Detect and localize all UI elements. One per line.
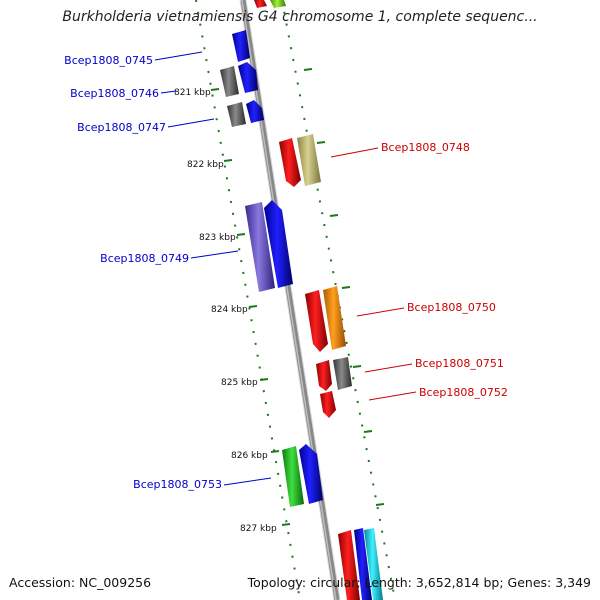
gene-arrow-0753a[interactable]: [282, 446, 304, 507]
kbp-label-823: 823 kbp: [199, 233, 236, 243]
gene-arrow-0753b[interactable]: [299, 444, 323, 504]
gene-arrow-0747a[interactable]: [227, 102, 246, 127]
gene-label-0745[interactable]: Bcep1808_0745: [64, 54, 153, 67]
kbp-label-824: 824 kbp: [211, 305, 248, 315]
kbp-label-821: 821 kbp: [174, 88, 211, 98]
gene-arrow-0746a[interactable]: [220, 66, 239, 97]
gene-arrow-top-lime[interactable]: [270, 0, 286, 8]
gene-arrow-0746b[interactable]: [238, 62, 258, 93]
gene-arrow-bottom-red[interactable]: [338, 530, 360, 600]
gene-labels: Bcep1808_0745 Bcep1808_0746 Bcep1808_074…: [64, 54, 508, 491]
kbp-label-825: 825 kbp: [221, 378, 258, 388]
gene-label-0753[interactable]: Bcep1808_0753: [133, 478, 222, 491]
gene-arrow-bottom-cyan[interactable]: [364, 528, 383, 600]
gene-arrow-bottom-blue[interactable]: [354, 528, 372, 600]
gene-label-0750[interactable]: Bcep1808_0750: [407, 301, 496, 314]
gene-arrow-0750a[interactable]: [305, 290, 328, 352]
gene-arrow-0752[interactable]: [320, 391, 336, 418]
gene-arrow-0747b[interactable]: [246, 100, 264, 123]
gene-label-0751[interactable]: Bcep1808_0751: [415, 357, 504, 370]
gene-arrow-0749a[interactable]: [245, 202, 275, 292]
gene-arrow-0749b[interactable]: [264, 200, 293, 288]
kbp-label-826: 826 kbp: [231, 451, 268, 461]
gene-label-0748[interactable]: Bcep1808_0748: [381, 141, 470, 154]
gene-arrow-0750b[interactable]: [323, 286, 346, 350]
gene-label-0749[interactable]: Bcep1808_0749: [100, 252, 189, 265]
gene-label-0747[interactable]: Bcep1808_0747: [77, 121, 166, 134]
genes-left: [220, 30, 323, 507]
gene-arrow-0745[interactable]: [232, 30, 250, 62]
sequence-summary: Topology: circular; Length: 3,652,814 bp…: [247, 575, 591, 590]
genes-right: [254, 0, 383, 600]
gene-arrow-0751b[interactable]: [333, 357, 352, 390]
accession-text: Accession: NC_009256: [9, 575, 152, 590]
gene-arrow-0748b[interactable]: [297, 134, 321, 186]
gene-label-0752[interactable]: Bcep1808_0752: [419, 386, 508, 399]
kbp-ticks: 821 kbp 822 kbp 823 kbp 824 kbp 825 kbp …: [174, 68, 385, 534]
gene-arrow-0748a[interactable]: [279, 138, 301, 187]
kbp-label-822: 822 kbp: [187, 160, 224, 170]
gene-arrow-top-red[interactable]: [254, 0, 267, 8]
gene-label-0746[interactable]: Bcep1808_0746: [70, 87, 159, 100]
gene-arrow-0751a[interactable]: [316, 360, 332, 391]
leader-lines: [154, 51, 417, 486]
map-title: Burkholderia vietnamiensis G4 chromosome…: [62, 9, 538, 25]
kbp-label-827: 827 kbp: [240, 524, 277, 534]
